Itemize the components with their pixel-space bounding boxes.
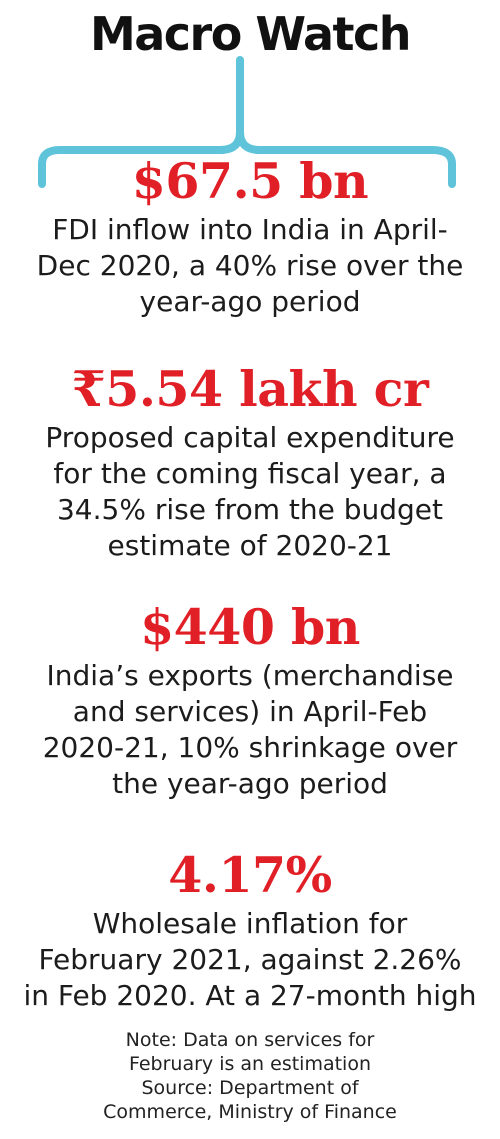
stat-value: $440 bn (140, 598, 360, 656)
stat-value: ₹5.54 lakh cr (71, 360, 429, 418)
description-line: in Feb 2020. At a 27-month high (23, 979, 477, 1012)
description-line: FDI inflow into India in April- (52, 213, 448, 246)
description-line: year-ago period (139, 285, 361, 318)
stat-description: Wholesale inflation for February 2021, a… (0, 906, 500, 1014)
footnote-line: Source: Department of (141, 1077, 359, 1099)
stat-exports: $440 bn India’s exports (merchandise and… (0, 598, 500, 802)
stat-capital-expenditure: ₹5.54 lakh cr Proposed capital expenditu… (0, 360, 500, 564)
page-title: Macro Watch (89, 7, 412, 61)
description-line: 34.5% rise from the budget (56, 493, 444, 526)
description-line: Proposed capital expenditure (45, 421, 455, 454)
stat-description: Proposed capital expenditure for the com… (0, 420, 500, 564)
stat-description: FDI inflow into India in April- Dec 2020… (0, 212, 500, 320)
description-line: Wholesale inflation for (92, 907, 408, 940)
stat-value: 4.17% (168, 846, 332, 904)
curly-brace-decoration (38, 56, 456, 188)
footnote-line: February is an estimation (128, 1053, 372, 1075)
footnote-line: Note: Data on services for (125, 1029, 375, 1051)
description-line: India’s exports (merchandise (46, 659, 454, 692)
source-footnote: Note: Data on services for February is a… (0, 1028, 500, 1124)
description-line: February 2021, against 2.26% (38, 943, 462, 976)
stat-description: India’s exports (merchandise and service… (0, 658, 500, 802)
description-line: Dec 2020, a 40% rise over the (36, 249, 464, 282)
stat-wholesale-inflation: 4.17% Wholesale inflation for February 2… (0, 846, 500, 1014)
description-line: 2020-21, 10% shrinkage over (42, 731, 458, 764)
description-line: the year-ago period (112, 767, 388, 800)
description-line: and services) in April-Feb (72, 695, 428, 728)
stat-value: $67.5 bn (131, 152, 369, 210)
footnote-line: Commerce, Ministry of Finance (103, 1101, 397, 1123)
description-line: for the coming fiscal year, a (53, 457, 447, 490)
description-line: estimate of 2020-21 (107, 529, 393, 562)
stat-fdi-inflow: $67.5 bn FDI inflow into India in April-… (0, 152, 500, 320)
